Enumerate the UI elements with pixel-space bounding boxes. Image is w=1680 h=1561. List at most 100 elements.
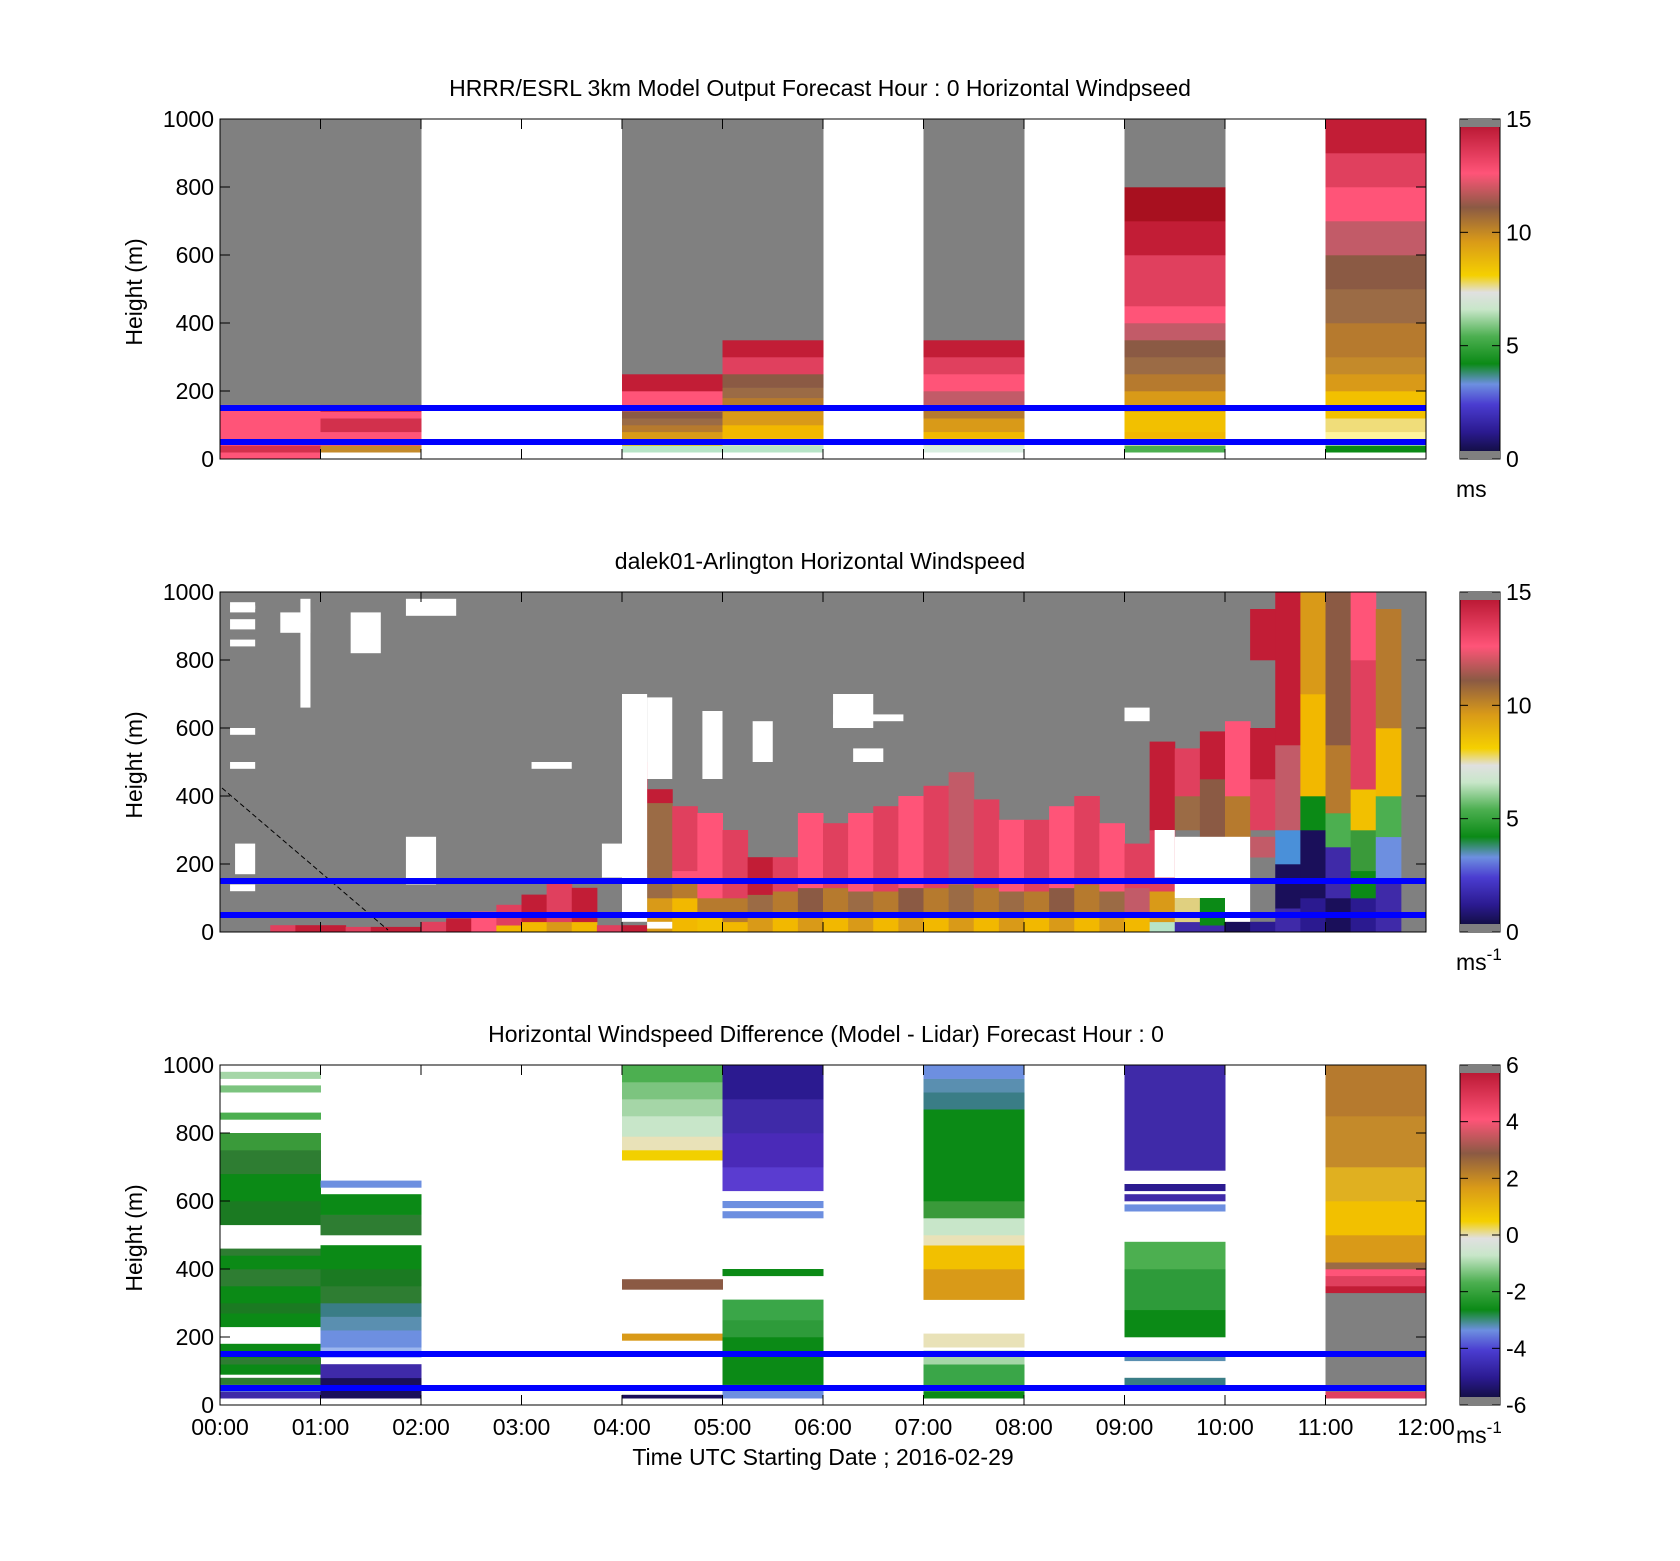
heatmap-cell [622,418,723,426]
missing-data-gap [531,762,572,769]
heatmap-cell [772,857,799,892]
heatmap-cell [1099,915,1125,933]
heatmap-cell [1124,221,1226,256]
heatmap-cell [722,1133,824,1168]
missing-data-gap [405,836,437,885]
heatmap-cell [220,1364,321,1375]
missing-data-gap [1124,707,1150,722]
heatmap-cell [697,915,723,933]
heatmap-cell [898,796,924,889]
heatmap-cell [546,921,573,933]
heatmap-cell [622,431,723,439]
heatmap-cell [622,925,648,933]
missing-data-gap [230,602,256,609]
heatmap-cell [1250,836,1276,858]
heatmap-cell [220,1085,321,1093]
colorbar-cap [1460,924,1500,932]
heatmap-cell [722,425,824,439]
heatmap-cell [320,411,422,419]
heatmap-cell [923,1078,1025,1093]
heatmap-cell [647,789,673,804]
panel-title: HRRR/ESRL 3km Model Output Forecast Hour… [449,75,1191,101]
heatmap-cell [1325,119,1427,154]
heatmap-cell [622,119,723,375]
heatmap-cells [220,1065,1427,1399]
panel-model: HRRR/ESRL 3km Model Output Forecast Hour… [121,75,1532,502]
heatmap-cell [747,894,774,916]
heatmap-cell [722,357,824,375]
heatmap-cell [496,925,522,933]
heatmap-cell [923,445,1025,453]
heatmap-cell [320,1286,422,1304]
colorbar-tick-label: 0 [1506,1222,1519,1248]
heatmap-cell [1124,915,1151,933]
heatmap-cell [220,1112,321,1120]
missing-data-gap [833,694,874,728]
missing-data-gap [1174,836,1225,898]
heatmap-cell [320,1180,422,1188]
heatmap-cell [848,915,874,933]
heatmap-cell [220,1173,321,1202]
heatmap-cell [220,1133,321,1151]
colorbar-tick-label: 10 [1506,692,1532,718]
heatmap-cell [1074,915,1100,933]
heatmap-cell [923,418,1025,433]
heatmap-cell [747,857,774,895]
heatmap-cell [1325,1065,1427,1117]
y-tick-label: 200 [176,851,214,877]
heatmap-cell [1124,119,1226,188]
y-tick-label: 400 [176,1256,214,1282]
heatmap-cell [622,411,723,419]
heatmap-cell [1375,881,1402,933]
missing-data-gap [601,843,622,878]
heatmap-cell [1124,1204,1226,1212]
y-tick-label: 600 [176,242,214,268]
heatmap-cell [622,445,723,453]
heatmap-cell [823,823,849,889]
heatmap-cell [1250,609,1276,661]
heatmap-cell [1275,592,1301,746]
x-tick-label: 04:00 [593,1414,651,1440]
heatmap-cell [1325,745,1352,814]
heatmap-cell [923,340,1025,358]
heatmap-cell [998,891,1025,916]
heatmap-cell [1325,1262,1427,1270]
heatmap-cell [1275,745,1301,831]
heatmap-cell [722,921,749,933]
x-tick-label: 07:00 [895,1414,953,1440]
heatmap-cell [1225,721,1251,797]
missing-data-gap [1154,830,1175,878]
heatmap-cell [220,119,321,405]
heatmap-cell [220,1201,321,1226]
heatmap-cell [923,785,950,889]
colorbar-tick-label: -4 [1506,1335,1527,1361]
y-tick-label: 800 [176,647,214,673]
heatmap-cell [722,1099,824,1134]
missing-data-gap [230,884,256,892]
heatmap-cell [1275,908,1301,933]
y-tick-label: 200 [176,378,214,404]
heatmap-cell [1024,891,1050,916]
colorbar-tick-label: 15 [1506,579,1532,605]
heatmap-cell [320,1316,422,1331]
y-tick-label: 800 [176,174,214,200]
heatmap-cell [1124,411,1226,433]
heatmap-cell [948,772,975,885]
heatmap-cell [370,926,422,933]
heatmap-cell [320,445,422,453]
heatmap-cell [672,806,698,872]
heatmap-cell [722,411,824,426]
heatmap-cell [1199,731,1226,780]
x-ticks: 00:00 01:00 02:00 03:00 04:00 05:00 06:00 07:00… [191,1065,1455,1440]
heatmap-cell [1074,884,1100,916]
heatmap-cell [1350,830,1377,872]
heatmap-cell [1325,847,1352,899]
colorbar-unit: ms-1 [1456,1418,1502,1448]
colorbar: -6 -4 -2 0 2 4 6 ms-1 [1456,1052,1527,1448]
heatmap-cell [1325,153,1427,188]
heatmap-cell [1124,1354,1226,1362]
missing-data-gap [853,748,884,762]
heatmap-cell [923,119,1025,341]
panel-title: dalek01-Arlington Horizontal Windspeed [615,548,1025,574]
